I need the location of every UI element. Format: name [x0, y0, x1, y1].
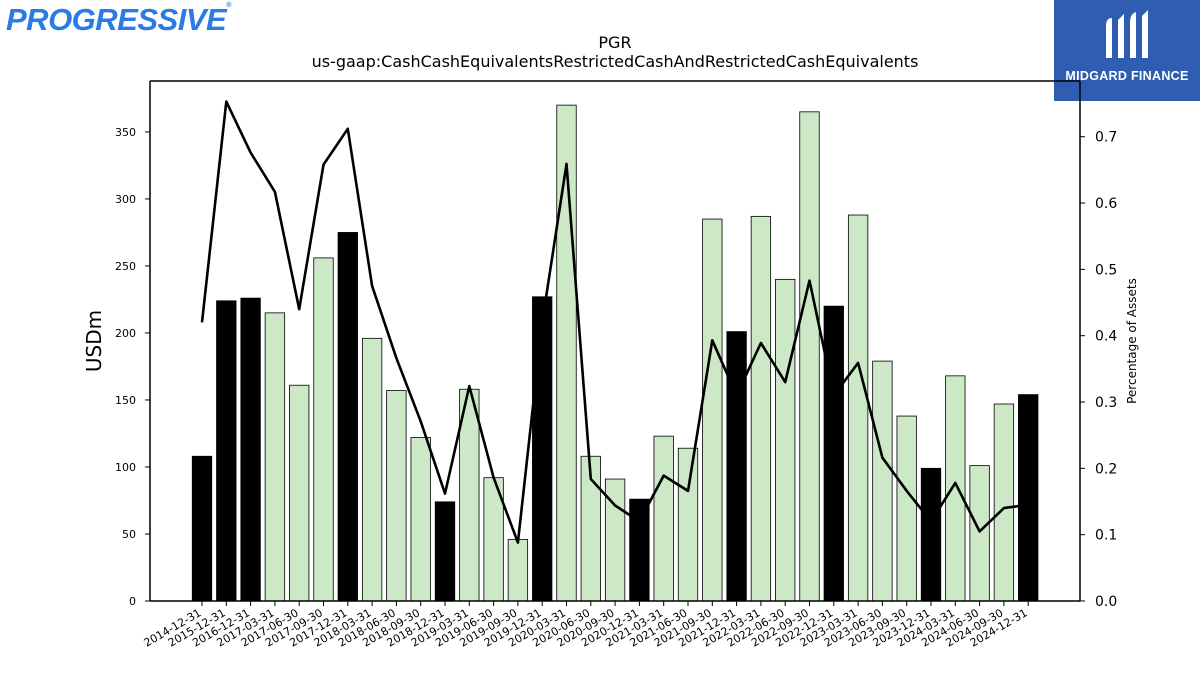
y2-tick-label: 0.6: [1095, 196, 1117, 212]
bar: [240, 297, 261, 602]
bar: [629, 498, 650, 602]
bar: [386, 390, 407, 602]
bar: [726, 331, 747, 602]
chart-title-ticker: PGR: [598, 33, 632, 52]
chart-subtitle: us-gaap:CashCashEquivalentsRestrictedCas…: [311, 52, 919, 71]
progressive-logo: PROGRESSIVE®: [6, 2, 231, 37]
bar: [945, 375, 966, 602]
bar: [920, 467, 942, 602]
bar: [532, 296, 553, 602]
y-tick-label: 150: [115, 394, 136, 407]
y-tick-label: 350: [115, 126, 136, 139]
bar: [361, 337, 383, 602]
y2-tick-label: 0.5: [1095, 262, 1117, 278]
chart-title: PGR us-gaap:CashCashEquivalentsRestricte…: [150, 33, 1080, 71]
y-tick-label: 250: [115, 260, 136, 273]
bar: [653, 435, 674, 602]
y-tick-label: 50: [122, 528, 136, 541]
bar: [896, 415, 917, 602]
y-tick-label: 300: [115, 193, 136, 206]
midgard-finance-logo: MIDGARD FINANCE: [1054, 0, 1200, 101]
y2-tick-label: 0.7: [1095, 130, 1117, 146]
bar: [434, 501, 456, 602]
y-axis-label: USDm: [82, 310, 106, 372]
percentage-line: [200, 100, 1029, 544]
bar: [289, 384, 310, 602]
y-tick-label: 200: [115, 327, 136, 340]
bar: [410, 437, 431, 602]
line-series: [200, 100, 1029, 544]
y-tick-label: 100: [115, 461, 136, 474]
bar: [823, 305, 844, 602]
y2-tick-label: 0.1: [1095, 528, 1117, 544]
bar: [847, 214, 869, 602]
bar: [191, 455, 213, 602]
bar: [337, 232, 358, 602]
bar: [993, 403, 1015, 602]
y2-tick-label: 0.4: [1095, 329, 1117, 345]
bar: [313, 257, 334, 602]
chart-axes: 0 50 100 150 200 250 300 350 0.0 0.1 0.2 0.3 0.4 0.5 0…: [115, 80, 1117, 650]
bar: [750, 215, 772, 602]
bar: [677, 447, 699, 602]
y2-tick-label: 0.0: [1095, 594, 1117, 610]
bar: [264, 312, 286, 602]
y2-tick-label: 0.2: [1095, 461, 1117, 477]
y2-axis-label: Percentage of Assets: [1125, 278, 1139, 404]
bar: [216, 300, 237, 602]
bar: [507, 538, 529, 602]
bar: [702, 218, 723, 602]
midgard-emblem-icon: [1106, 10, 1148, 58]
bar: [799, 111, 820, 602]
bar: [872, 360, 893, 602]
bar: [1018, 394, 1039, 602]
bar: [969, 465, 990, 602]
bar-series: [191, 104, 1039, 602]
midgard-finance-wordmark: MIDGARD FINANCE: [1065, 69, 1189, 83]
bar: [775, 278, 796, 602]
y2-tick-label: 0.3: [1095, 395, 1117, 411]
y-tick-label: 0: [129, 595, 136, 608]
